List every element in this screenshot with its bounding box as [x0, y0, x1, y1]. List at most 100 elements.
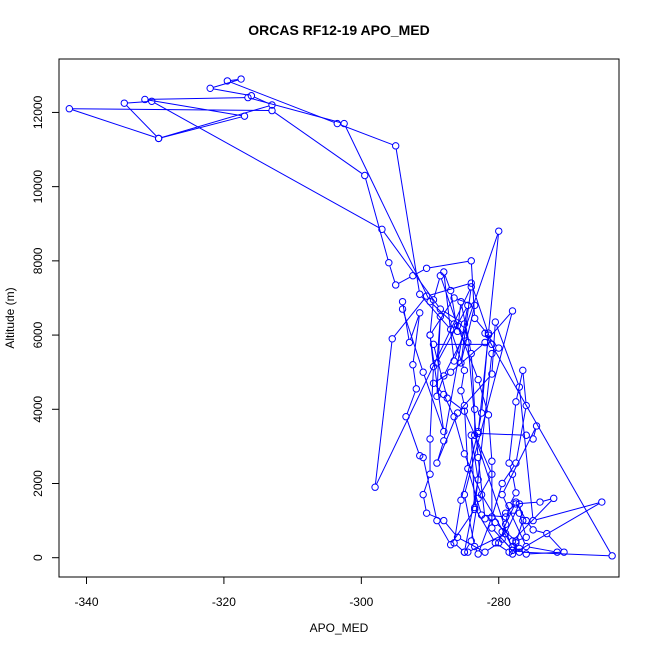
series-segment — [471, 501, 479, 538]
series-segment — [461, 304, 472, 351]
series-segment — [519, 516, 526, 535]
series-segment — [452, 344, 483, 371]
series-segment — [518, 537, 524, 541]
data-point — [450, 357, 458, 365]
series-segment — [398, 276, 411, 284]
data-point — [440, 372, 448, 380]
data-point — [477, 409, 486, 417]
y-tick-label: 8000 — [31, 247, 45, 274]
data-point — [608, 552, 616, 560]
series-segment — [464, 313, 513, 492]
series-segment — [536, 530, 544, 534]
series-segment — [503, 497, 526, 544]
series-segment — [512, 477, 516, 490]
series-segment — [72, 109, 156, 138]
series-segment — [126, 105, 157, 137]
series-segment — [374, 341, 393, 485]
series-segment — [423, 460, 437, 518]
series-segment — [479, 476, 491, 496]
data-point — [488, 524, 496, 532]
series-segment — [455, 325, 463, 334]
series-segment — [161, 105, 270, 138]
series-segment — [412, 315, 420, 362]
series-segment — [492, 486, 502, 514]
data-point — [361, 171, 369, 180]
series-segment — [457, 304, 462, 329]
data-point — [471, 542, 479, 551]
data-point — [457, 297, 465, 306]
data-point — [446, 368, 455, 376]
series-segment — [435, 385, 442, 393]
plot-frame — [58, 58, 620, 578]
data-point — [405, 338, 414, 347]
data-point — [519, 516, 527, 525]
data-point — [460, 320, 469, 328]
series-segment — [127, 101, 149, 104]
series-segment — [376, 289, 471, 485]
data-point — [464, 301, 472, 310]
series-segment — [470, 356, 476, 407]
series-segment — [436, 319, 441, 394]
series-segment — [474, 356, 493, 507]
y-tick-label: 0 — [31, 554, 45, 561]
data-point — [457, 359, 465, 367]
series-segment — [475, 510, 495, 541]
series-segment — [529, 546, 555, 553]
data-point — [460, 548, 469, 556]
data-point — [488, 349, 496, 358]
series-segment — [438, 523, 450, 543]
data-point — [522, 431, 530, 439]
data-point — [474, 476, 482, 484]
data-point — [416, 290, 424, 298]
data-point — [536, 498, 544, 506]
data-point — [529, 516, 537, 525]
series-segment — [406, 391, 416, 414]
data-point — [467, 279, 475, 287]
series-segment — [393, 298, 425, 337]
series-segment — [516, 408, 527, 461]
data-point — [120, 99, 128, 107]
data-point — [154, 134, 163, 143]
data-point — [495, 344, 503, 352]
data-point — [453, 409, 462, 417]
data-point — [495, 227, 503, 235]
data-point — [237, 75, 245, 83]
series-segment — [433, 347, 447, 396]
data-point — [398, 297, 407, 306]
data-point — [491, 539, 500, 547]
series-segment — [440, 278, 457, 323]
data-point — [522, 542, 530, 551]
y-axis: 0 2000 4000 6000 8000 10000 12000 — [31, 95, 60, 561]
data-point — [426, 470, 434, 478]
data-point — [529, 526, 537, 534]
data-point — [416, 451, 424, 460]
data-point — [484, 329, 493, 337]
series-segment — [506, 506, 519, 531]
series-segment — [431, 300, 453, 333]
data-point — [491, 318, 500, 326]
series-segment — [365, 178, 389, 260]
series-segment — [488, 418, 493, 459]
data-point — [515, 548, 524, 556]
data-point — [391, 281, 400, 289]
series-segment — [465, 543, 471, 550]
series-segment — [536, 502, 599, 521]
series-segment — [508, 404, 517, 460]
data-point — [477, 511, 486, 519]
series-segment — [486, 335, 611, 554]
data-point — [474, 375, 482, 384]
data-point — [491, 518, 500, 527]
series-segment — [516, 523, 523, 540]
series-segment — [423, 375, 444, 429]
series-segment — [482, 497, 512, 545]
series-segment — [451, 332, 464, 368]
series-segment — [444, 274, 451, 288]
x-tick-label: -320 — [212, 595, 236, 609]
series-segment — [406, 419, 420, 453]
data-point — [481, 515, 489, 523]
series-segment — [464, 497, 475, 544]
chart-title: ORCAS RF12-19 APO_MED — [248, 22, 430, 38]
series-segment — [495, 324, 519, 385]
data-point — [508, 307, 517, 315]
